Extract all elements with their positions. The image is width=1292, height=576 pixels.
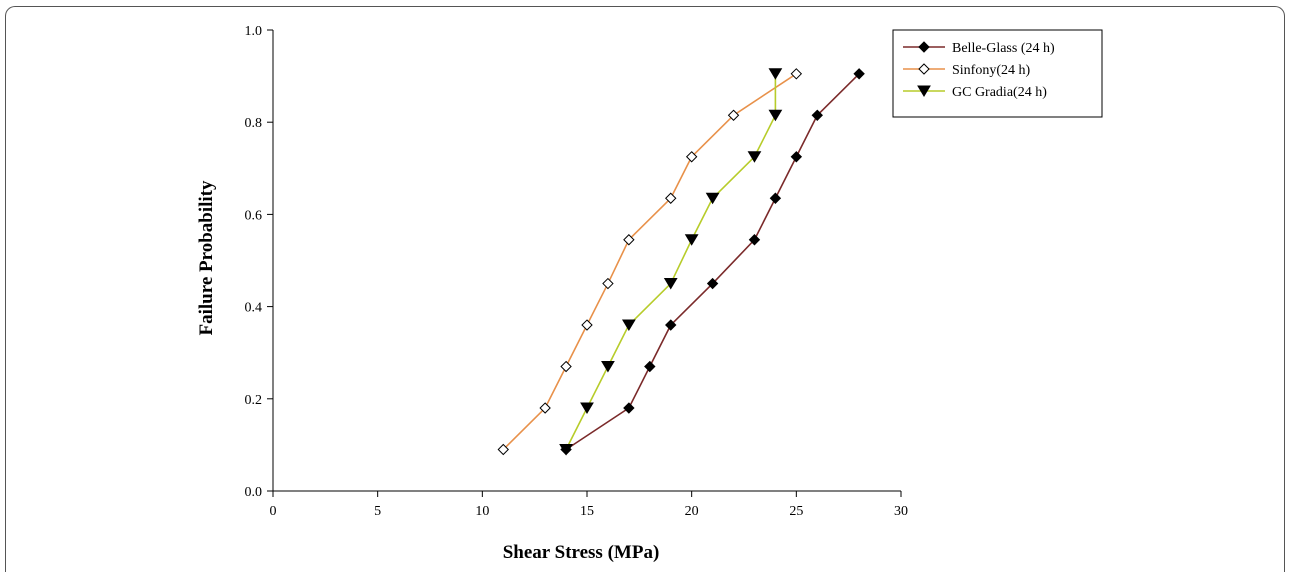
data-point — [665, 319, 677, 331]
series-0 — [560, 68, 865, 456]
x-tick-label: 5 — [374, 504, 381, 519]
data-point — [684, 234, 699, 246]
data-point — [559, 444, 573, 456]
legend-marker — [918, 63, 930, 75]
data-point — [539, 402, 551, 414]
y-tick-label: 0.6 — [245, 208, 263, 223]
data-point — [580, 402, 594, 414]
x-axis-title: Shear Stress (MPa) — [503, 542, 660, 563]
data-point — [623, 402, 635, 414]
series-line — [565, 73, 860, 451]
axes — [272, 30, 901, 492]
data-point — [623, 234, 635, 246]
data-point — [706, 277, 719, 290]
legend-label: Sinfony(24 h) — [952, 63, 1031, 78]
x-tick-label: 15 — [580, 504, 594, 519]
x-tick-label: 20 — [685, 504, 699, 519]
legend: Belle-Glass (24 h) Sinfony(24 h) GC Gradia… — [892, 29, 1103, 118]
data-point — [790, 68, 803, 80]
y-axis-title: Failure Probability — [196, 180, 217, 335]
legend-marker — [918, 41, 930, 53]
data-point — [663, 278, 678, 290]
data-point — [665, 192, 677, 204]
data-point — [768, 109, 783, 122]
data-point — [602, 277, 614, 290]
x-tick-label: 0 — [270, 504, 277, 519]
y-tick-label: 0.8 — [245, 116, 263, 131]
legend-box — [892, 29, 1103, 118]
data-point — [747, 151, 762, 163]
data-point — [790, 151, 803, 163]
y-tick-label: 0.4 — [245, 301, 263, 316]
legend-label: GC Gradia(24 h) — [952, 85, 1047, 100]
legend-marker — [917, 85, 931, 97]
data-point — [497, 443, 509, 456]
data-point — [853, 68, 865, 80]
data-point — [644, 360, 656, 373]
series-2 — [559, 68, 783, 456]
x-tick-label: 30 — [894, 504, 908, 519]
data-point — [621, 319, 636, 332]
series-line — [565, 73, 777, 450]
data-point — [705, 192, 720, 205]
data-point — [581, 319, 593, 331]
data-point — [768, 68, 783, 80]
y-tick-label: 0.0 — [245, 485, 263, 500]
y-tick-label: 0.2 — [245, 393, 263, 408]
data-point — [601, 361, 615, 373]
series-1 — [497, 68, 803, 456]
y-tick-label: 1.0 — [245, 24, 263, 39]
series-line — [502, 73, 797, 451]
x-tick-label: 25 — [789, 504, 803, 519]
x-tick-label: 10 — [475, 504, 489, 519]
data-point — [748, 234, 761, 246]
data-point — [685, 151, 698, 163]
data-point — [811, 109, 823, 121]
data-point — [769, 192, 782, 204]
data-point — [560, 360, 572, 373]
data-point — [727, 109, 740, 121]
legend-label: Belle-Glass (24 h) — [952, 41, 1055, 56]
